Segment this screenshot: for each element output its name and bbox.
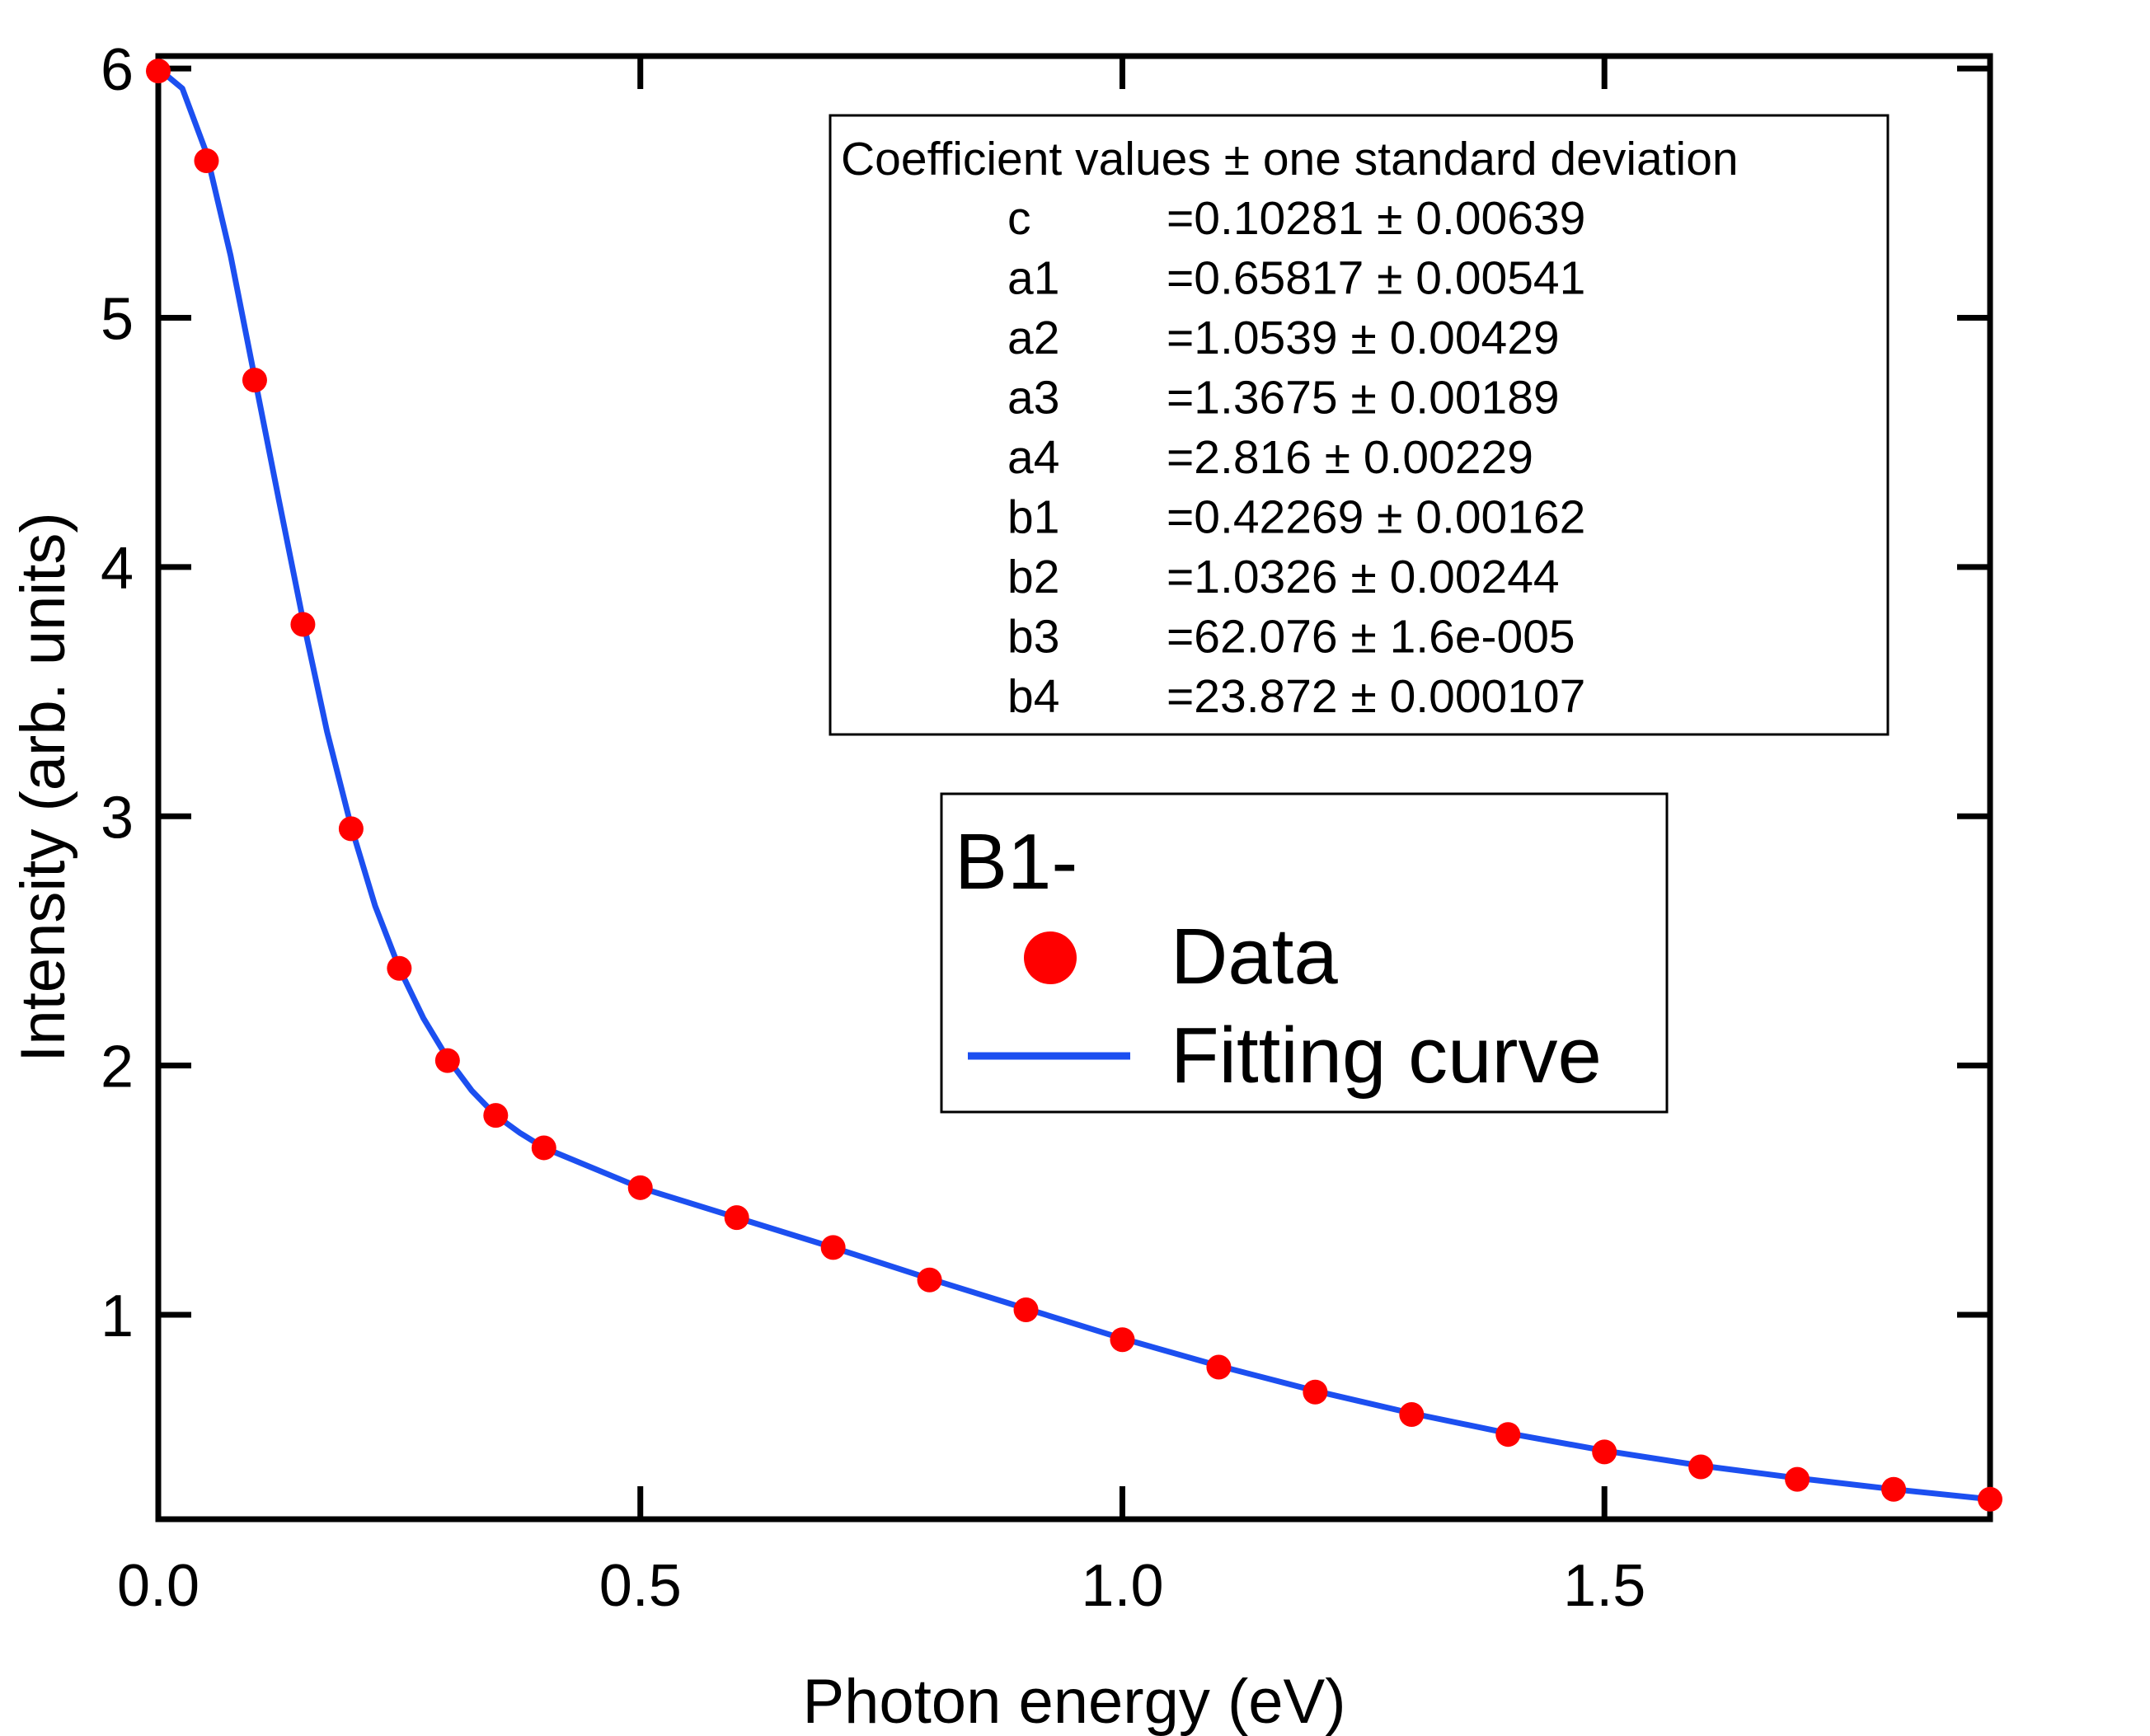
data-point [1978,1486,2002,1512]
legend-title: B1- [955,818,1077,906]
coefficient-box: Coefficient values ± one standard deviat… [829,114,1889,736]
data-point [483,1103,509,1128]
coefficient-name: a1 [1007,252,1059,305]
data-point [290,612,316,637]
x-tick-label: 0.0 [117,1553,200,1619]
data-point [917,1267,942,1293]
coefficient-value: =1.0539 ± 0.00429 [1167,312,1560,364]
data-point [146,59,171,84]
data-point [1688,1454,1714,1480]
data-point [1881,1476,1907,1502]
y-tick-label: 4 [101,536,134,602]
coefficient-name: b3 [1007,611,1059,664]
y-tick-label: 5 [101,287,134,353]
data-point [1303,1379,1328,1405]
y-axis-title: Intensity (arb. units) [8,512,78,1062]
data-point [1785,1466,1810,1492]
data-point [1206,1354,1232,1380]
coefficient-name: b4 [1007,670,1059,723]
data-point [1399,1401,1425,1427]
legend-fit-label: Fitting curve [1171,1011,1602,1100]
data-point [1495,1422,1521,1447]
data-point [242,368,267,393]
data-point [820,1235,846,1260]
data-point [1592,1439,1617,1465]
coefficient-value: =62.076 ± 1.6e-005 [1167,611,1575,664]
coefficient-value: =0.42269 ± 0.00162 [1167,491,1585,544]
x-tick-label: 1.5 [1563,1553,1645,1619]
coefficient-name: a3 [1007,372,1059,425]
data-point [1110,1327,1135,1353]
y-tick-label: 2 [101,1035,134,1100]
legend-data-label: Data [1171,913,1338,1001]
data-point [531,1135,556,1161]
legend: B1- Data Fitting curve [940,792,1669,1114]
coefficient-rows: c =0.10281 ± 0.00639 a1 =0.65817 ± 0.00541 a… [1007,192,1585,723]
data-point [627,1175,653,1200]
data-point [724,1205,749,1231]
coefficient-value: =23.872 ± 0.000107 [1167,670,1585,723]
coefficient-value: =2.816 ± 0.00229 [1167,431,1533,484]
plot-frame [155,53,1993,1523]
coefficient-name: c [1007,192,1031,245]
y-tick-label: 3 [101,785,134,851]
data-point [387,955,412,981]
x-axis-title: Photon energy (eV) [802,1667,1345,1736]
coefficient-name: a2 [1007,312,1059,364]
series [146,59,2002,1512]
coefficient-name: b2 [1007,551,1059,603]
data-point [1013,1297,1039,1322]
coefficient-value: =1.3675 ± 0.00189 [1167,372,1560,425]
coefficient-value: =1.0326 ± 0.00244 [1167,551,1560,603]
data-point [434,1048,460,1073]
legend-data-marker [1024,931,1077,984]
y-tick-label: 6 [101,37,134,103]
data-point [194,148,219,174]
coefficient-value: =0.65817 ± 0.00541 [1167,252,1585,305]
coefficient-box-frame [829,114,1889,736]
x-tick-label: 0.5 [599,1553,682,1619]
coefficient-name: b1 [1007,491,1059,544]
coefficient-box-header: Coefficient values ± one standard deviat… [841,133,1739,185]
tick-labels: 0.0 0.5 1.0 1.5 1 2 3 4 5 6 [101,37,1645,1619]
x-tick-label: 1.0 [1081,1553,1163,1619]
axis-ticks [155,56,1990,1519]
coefficient-name: a4 [1007,431,1059,484]
coefficient-value: =0.10281 ± 0.00639 [1167,192,1585,245]
y-tick-label: 1 [101,1283,134,1349]
data-point [338,816,364,842]
